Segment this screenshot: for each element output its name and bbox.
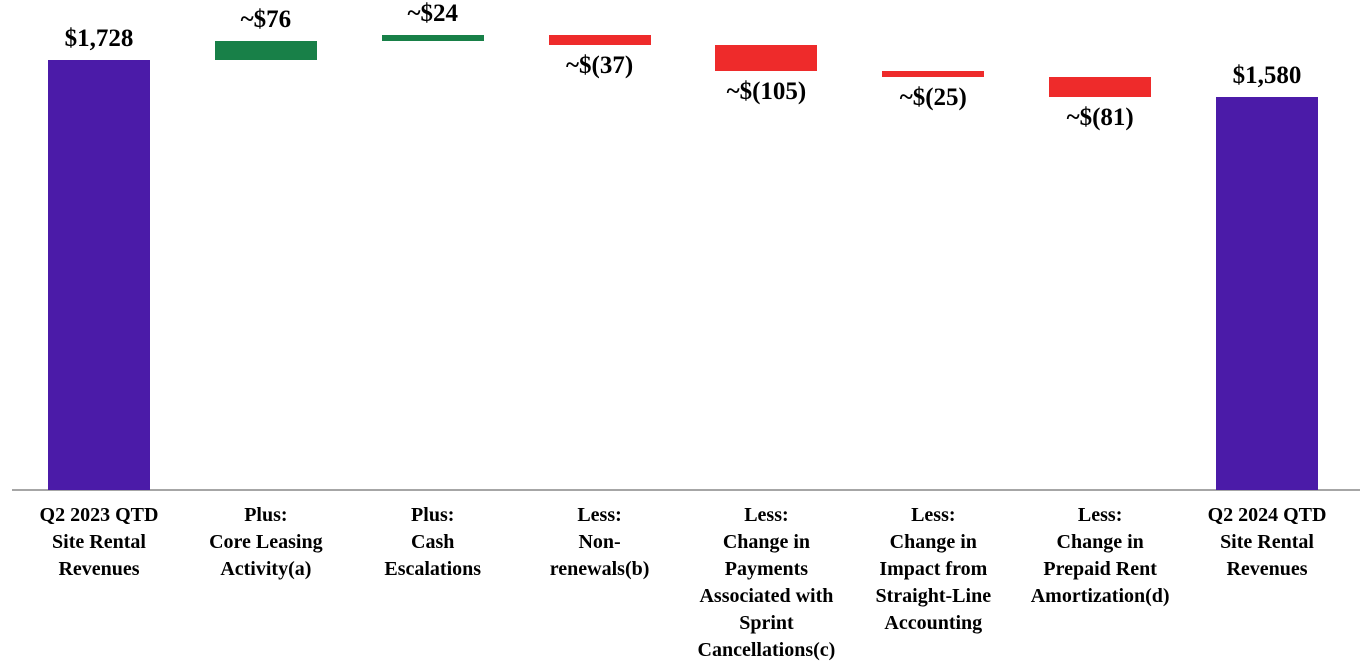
category-label: Less: Change in Prepaid Rent Amortization(d…	[1030, 504, 1170, 607]
value-label: ~$76	[240, 6, 292, 34]
category-label: Q2 2023 QTD Site Rental Revenues	[39, 504, 159, 580]
value-label: $1,580	[1232, 62, 1302, 89]
value-label: ~$(37)	[566, 51, 634, 79]
category-label: Less: Non-renewals(b)	[549, 504, 650, 580]
category-label: Q2 2024 QTD Site Rental Revenues	[1207, 504, 1327, 580]
x-axis-line	[12, 489, 1360, 491]
waterfall-bar-increase	[214, 41, 317, 61]
waterfall-bar-decrease	[1049, 76, 1152, 97]
category-label: Plus: Cash Escalations	[384, 504, 482, 580]
value-label: ~$24	[407, 0, 458, 28]
waterfall-bar-increase	[381, 35, 484, 42]
waterfall-bar-decrease	[882, 70, 985, 77]
value-label: ~$(105)	[726, 77, 807, 105]
value-label: $1,728	[64, 25, 134, 53]
category-label: Less: Change in Impact from Straight-Line Ac…	[875, 504, 992, 634]
value-label: ~$(25)	[899, 83, 967, 111]
waterfall-bar-decrease	[715, 44, 818, 71]
waterfall-bar-total	[1216, 97, 1319, 490]
waterfall-bar-total	[48, 60, 150, 490]
category-label: Plus: Core Leasing Activity(a)	[209, 504, 323, 580]
value-label: ~$(81)	[1066, 104, 1134, 131]
category-label: Less: Change in Payments Associated with Spr…	[697, 504, 836, 661]
waterfall-bar-decrease	[548, 35, 651, 45]
